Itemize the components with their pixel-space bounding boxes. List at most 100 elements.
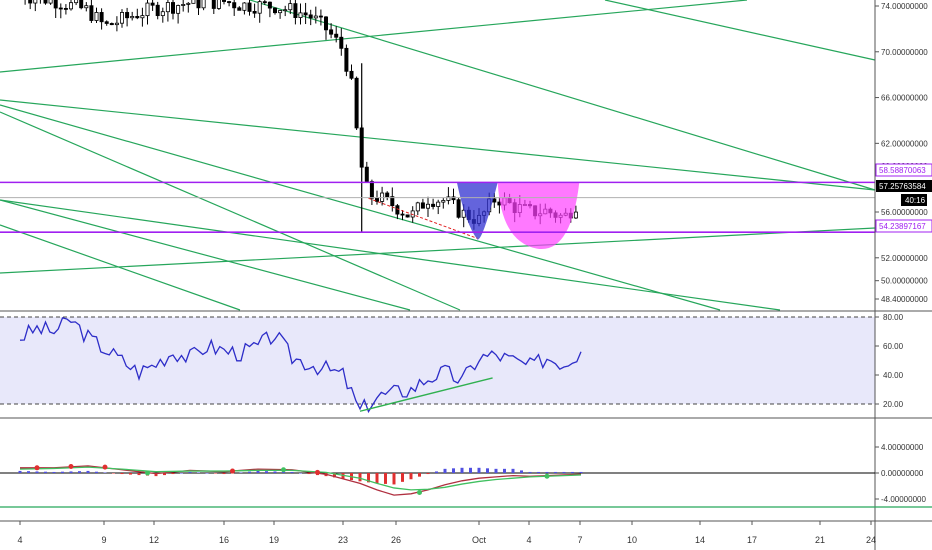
rsi-axis-label: 80.00 (883, 313, 904, 322)
candle-body (288, 3, 293, 11)
candle-body (262, 1, 267, 4)
price-axis-label: 66.00000000 (881, 94, 928, 103)
candle-body (145, 2, 150, 17)
price-pane[interactable] (0, 0, 875, 310)
trendline[interactable] (0, 104, 721, 311)
candle-body (385, 192, 390, 198)
lower-level-tag-box (875, 219, 932, 233)
macd-axis-label: 0.00000000 (881, 469, 924, 478)
rsi-axis[interactable]: 80.00 60.00 40.00 20.00 (875, 313, 904, 409)
candle-body (130, 16, 135, 19)
candle-body (451, 196, 456, 201)
macd-histogram-bar (188, 471, 192, 473)
candle-body (349, 70, 354, 79)
current-price-tag-box (876, 180, 932, 192)
trendline[interactable] (604, 0, 876, 61)
trendline[interactable] (0, 99, 876, 191)
trendline[interactable] (249, 0, 876, 191)
macd-histogram-bar (248, 471, 251, 473)
macd-histogram-bar (214, 473, 217, 474)
macd-histogram-bar (554, 471, 557, 473)
macd-histogram-bar (299, 473, 302, 474)
time-axis-label: 12 (149, 535, 159, 545)
candle-body (125, 12, 130, 19)
candle-body (374, 197, 379, 202)
macd-cross-dots (34, 464, 550, 495)
price-axis-label: 56.00000000 (881, 208, 928, 217)
macd-histogram-bar (477, 467, 481, 473)
candle-body (186, 2, 191, 5)
price-axis-label: 62.00000000 (881, 139, 928, 148)
candle-body (201, 0, 206, 9)
price-axis-label: 50.00000000 (881, 277, 928, 286)
macd-histogram-bar (78, 471, 81, 473)
candle-body (63, 8, 68, 10)
macd-axis[interactable]: 4.00000000 0.00000000 -4.00000000 (875, 443, 926, 504)
candle-body (104, 21, 109, 24)
upper-level-tag-box (875, 163, 932, 177)
macd-histogram-bar (222, 473, 226, 475)
time-axis-label: 26 (391, 535, 401, 545)
macd-histogram-bar (137, 473, 141, 476)
candle-body (293, 3, 298, 18)
candle-body (211, 0, 216, 9)
candle-body (247, 2, 252, 12)
trendline[interactable] (0, 199, 781, 311)
candle-body (176, 5, 181, 14)
trendline[interactable] (0, 0, 748, 73)
candle-body (196, 0, 201, 9)
macd-histogram-bar (163, 473, 166, 476)
macd-cross-dot (68, 464, 74, 469)
rsi-divergence-line (359, 377, 493, 412)
rsi-axis-label: 20.00 (883, 400, 904, 409)
trendline[interactable] (0, 224, 241, 311)
macd-histogram-bar (61, 471, 64, 473)
macd-histogram-bar (290, 471, 294, 473)
time-axis[interactable]: 4 9 12 16 19 23 26 Oct 4 7 10 14 17 21 24 (17, 521, 876, 545)
macd-histogram-bar (112, 473, 115, 474)
candle-body (334, 33, 339, 38)
macd-cross-dot (34, 465, 40, 471)
time-axis-label: 17 (747, 535, 757, 545)
candle-body (446, 196, 451, 201)
price-axis-label: 48.40000000 (881, 295, 928, 304)
time-axis-label: 24 (866, 535, 876, 545)
macd-histogram-bar (579, 471, 583, 473)
time-axis-label: 9 (101, 535, 106, 545)
trendline[interactable] (0, 227, 876, 274)
candle-body (74, 0, 79, 4)
trendline[interactable] (0, 111, 461, 311)
time-axis-label: 10 (627, 535, 637, 545)
trendlines[interactable] (0, 0, 876, 311)
macd-cross-dot (281, 467, 286, 473)
candle-body (283, 9, 288, 12)
macd-histogram-bar (44, 471, 47, 473)
macd-histogram-bar (103, 472, 107, 473)
candle-body (99, 12, 104, 23)
macd-histogram-bar (528, 471, 532, 473)
price-axis[interactable]: 74.00000000 70.00000000 66.00000000 62.0000… (875, 2, 928, 304)
candle-body (354, 77, 359, 129)
candle-body (313, 15, 318, 19)
macd-cross-dot (417, 490, 422, 495)
candle-body (242, 2, 247, 11)
candle-body (140, 15, 145, 19)
rsi-axis-label: 60.00 (883, 342, 904, 351)
macd-histogram-bar (452, 468, 455, 473)
macd-histogram-bar (129, 473, 132, 475)
candle-body (150, 2, 155, 6)
time-axis-label: 21 (815, 535, 825, 545)
trendline[interactable] (0, 199, 411, 311)
candle-body (395, 205, 400, 215)
rsi-band (0, 317, 875, 404)
macd-cross-dot (102, 464, 108, 470)
candle-body (216, 0, 221, 9)
candle-body (237, 7, 242, 11)
candle-body (33, 0, 38, 4)
candle-body (69, 2, 74, 10)
candle-body (344, 47, 349, 72)
candle-body (308, 14, 313, 19)
macd-histogram-bar (86, 470, 90, 473)
candle-body (441, 200, 446, 203)
